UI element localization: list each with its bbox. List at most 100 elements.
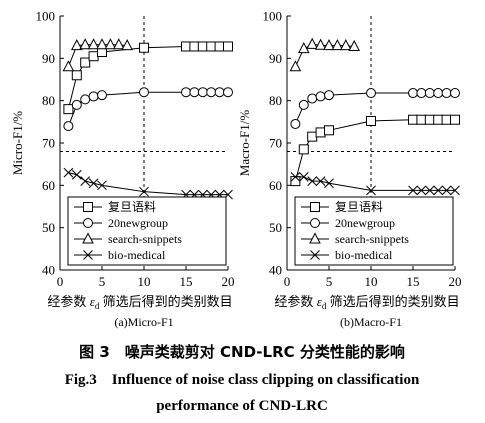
data-point (121, 39, 134, 51)
data-point (63, 121, 74, 132)
data-point (298, 99, 309, 110)
data-point (331, 39, 344, 51)
legend-marker (83, 218, 93, 228)
data-point (416, 114, 427, 125)
data-point (139, 42, 149, 53)
data-point (197, 87, 208, 98)
data-point (408, 185, 418, 196)
y-tick-label: 100 (36, 9, 56, 24)
data-point (80, 57, 91, 68)
data-point (324, 125, 334, 136)
data-point (366, 88, 376, 99)
legend-label: bio-medical (335, 248, 393, 262)
data-point (139, 87, 149, 98)
legend-marker (83, 202, 93, 212)
legend-marker (310, 218, 320, 228)
data-point (80, 176, 91, 186)
series-3 (63, 167, 233, 200)
data-point (348, 39, 361, 51)
legend: 复旦语料 20newgroup search-snippets bio-medical (294, 196, 454, 266)
data-point (88, 91, 99, 102)
data-point (71, 70, 82, 81)
y-tick-label: 50 (269, 220, 282, 235)
y-tick-label: 90 (269, 51, 282, 66)
x-tick-label: 5 (99, 274, 106, 289)
data-point (97, 180, 107, 191)
x-tick-label: 20 (449, 274, 462, 289)
legend-box (67, 196, 227, 266)
data-point (298, 172, 309, 182)
legend: 复旦语料 20newgroup search-snippets bio-medical (67, 196, 227, 266)
legend-label: 20newgroup (335, 216, 395, 230)
data-point (408, 88, 418, 99)
data-point (214, 87, 225, 98)
data-point (70, 39, 83, 51)
data-point (96, 38, 108, 50)
y-tick-label: 80 (42, 93, 55, 108)
data-point (424, 114, 435, 125)
data-point (315, 176, 326, 186)
x-tick-label: 20 (222, 274, 235, 289)
data-point (297, 42, 310, 54)
data-point (189, 41, 200, 52)
data-point (197, 41, 208, 52)
data-point (88, 51, 99, 62)
data-point (324, 90, 334, 101)
data-point (314, 38, 327, 50)
series-line (68, 172, 228, 196)
data-point (223, 41, 233, 52)
y-tick-label: 40 (42, 263, 55, 278)
legend-label: 复旦语料 (335, 200, 383, 214)
y-tick-label: 70 (269, 136, 282, 151)
data-point (181, 87, 191, 98)
data-point (339, 39, 352, 51)
x-axis-label: 经参数 εd 筛选后得到的类别数目 (47, 294, 232, 311)
panel-title: (b)Macro-F1 (340, 315, 402, 329)
x-axis-label: 经参数 εd 筛选后得到的类别数目 (274, 294, 459, 311)
data-point (424, 88, 435, 99)
y-axis-label: Macro-F1/% (237, 110, 252, 177)
caption-english-line2: performance of CND-LRC (156, 398, 328, 414)
legend-label: 20newgroup (108, 216, 168, 230)
legend-marker (309, 232, 321, 244)
data-point (181, 41, 191, 52)
series-1 (290, 88, 460, 129)
legend-label: bio-medical (108, 248, 166, 262)
data-point (71, 169, 82, 180)
legend-marker (310, 202, 320, 212)
y-tick-label: 60 (42, 178, 55, 193)
x-tick-label: 15 (407, 274, 420, 289)
data-point (306, 37, 319, 49)
data-point (62, 60, 75, 72)
data-point (112, 38, 125, 50)
data-point (223, 87, 233, 98)
y-tick-label: 90 (42, 51, 55, 66)
y-tick-label: 70 (42, 136, 55, 151)
data-point (433, 88, 444, 99)
data-point (139, 186, 149, 197)
caption-english-line1: Fig.3 Influence of noise class clipping … (65, 372, 420, 388)
data-point (450, 114, 460, 125)
data-point (104, 38, 117, 50)
data-point (315, 91, 326, 102)
data-point (441, 88, 452, 99)
series-line (295, 176, 455, 191)
data-point (206, 41, 217, 52)
data-point (408, 114, 418, 125)
series-3 (290, 172, 460, 196)
data-point (290, 118, 301, 129)
data-point (450, 185, 460, 196)
y-tick-label: 40 (269, 263, 282, 278)
panel-micro-f1: 40 50 60 70 80 90 100 0 5 10 15 20 Micro-F1/% 经参数 εd … (10, 9, 235, 330)
legend-box (294, 196, 454, 266)
x-tick-label: 10 (138, 274, 151, 289)
legend-marker (83, 250, 93, 260)
data-point (416, 88, 427, 99)
data-point (441, 185, 452, 196)
data-point (323, 39, 335, 51)
data-point (87, 38, 100, 50)
data-point (424, 185, 435, 196)
series-1 (63, 87, 233, 132)
data-point (433, 114, 444, 125)
series-2 (62, 38, 134, 72)
